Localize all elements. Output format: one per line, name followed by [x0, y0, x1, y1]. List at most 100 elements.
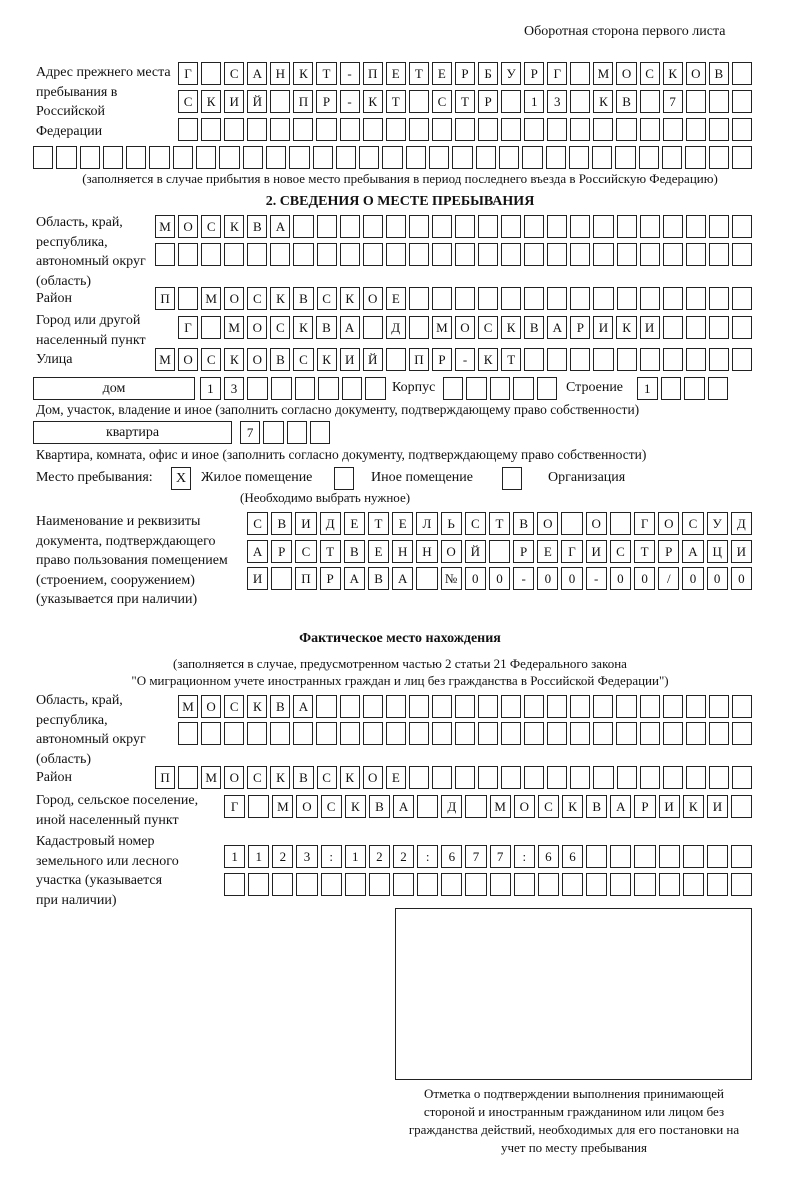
char-cell[interactable]	[662, 766, 683, 789]
char-cell[interactable]	[201, 243, 222, 266]
char-cell[interactable]: Е	[343, 512, 365, 535]
char-cell[interactable]: Р	[478, 90, 499, 113]
char-cell[interactable]	[247, 722, 268, 745]
char-cell[interactable]	[417, 873, 439, 896]
char-cell[interactable]	[272, 873, 294, 896]
char-cell[interactable]	[431, 215, 453, 238]
char-cell[interactable]	[385, 243, 406, 266]
char-cell[interactable]	[385, 695, 406, 718]
char-cell[interactable]	[731, 287, 753, 310]
char-cell[interactable]: Т	[385, 90, 406, 113]
char-cell[interactable]: М	[489, 795, 511, 818]
char-cell[interactable]: Р	[524, 62, 545, 85]
char-cell[interactable]: М	[155, 348, 176, 371]
char-cell[interactable]: Е	[537, 540, 559, 563]
char-cell[interactable]	[339, 695, 360, 718]
char-cell[interactable]	[242, 146, 263, 169]
char-cell[interactable]: Т	[634, 540, 656, 563]
char-cell[interactable]	[513, 873, 535, 896]
char-cell[interactable]: Р	[513, 540, 535, 563]
char-cell[interactable]	[248, 795, 270, 818]
char-cell[interactable]	[265, 146, 287, 169]
char-cell[interactable]: Т	[316, 62, 337, 85]
char-cell[interactable]: С	[201, 348, 222, 371]
char-cell[interactable]	[178, 722, 199, 745]
char-cell[interactable]	[362, 316, 383, 339]
char-cell[interactable]: О	[362, 766, 383, 789]
char-cell[interactable]	[339, 243, 360, 266]
char-cell[interactable]	[455, 766, 476, 789]
char-cell[interactable]	[431, 722, 452, 745]
char-cell[interactable]	[731, 215, 753, 238]
char-cell[interactable]: 3	[296, 845, 318, 868]
char-cell[interactable]	[248, 873, 270, 896]
char-cell[interactable]: -	[455, 348, 476, 371]
char-cell[interactable]: П	[408, 348, 429, 371]
char-cell[interactable]	[293, 722, 314, 745]
char-cell[interactable]	[316, 243, 337, 266]
char-cell[interactable]	[570, 348, 591, 371]
char-cell[interactable]: В	[586, 795, 608, 818]
char-cell[interactable]	[707, 377, 728, 400]
char-cell[interactable]	[488, 540, 511, 563]
char-cell[interactable]	[309, 421, 330, 444]
char-cell[interactable]	[385, 348, 406, 371]
char-cell[interactable]: Т	[319, 540, 341, 563]
char-cell[interactable]	[731, 62, 752, 85]
char-cell[interactable]	[570, 118, 591, 141]
char-cell[interactable]: Г	[178, 316, 199, 339]
char-cell[interactable]	[498, 146, 520, 169]
char-cell[interactable]: С	[320, 795, 342, 818]
char-cell[interactable]: В	[708, 62, 729, 85]
char-cell[interactable]	[593, 118, 614, 141]
char-cell[interactable]	[294, 377, 316, 400]
char-cell[interactable]: С	[537, 795, 559, 818]
checkbox-organization[interactable]	[502, 467, 522, 490]
char-cell[interactable]	[708, 215, 729, 238]
char-cell[interactable]	[405, 146, 427, 169]
char-cell[interactable]	[593, 695, 614, 718]
char-cell[interactable]: И	[339, 348, 360, 371]
char-cell[interactable]	[431, 287, 453, 310]
char-cell[interactable]: Е	[385, 287, 406, 310]
char-cell[interactable]	[293, 243, 314, 266]
char-cell[interactable]	[270, 377, 292, 400]
char-cell[interactable]	[429, 146, 450, 169]
char-cell[interactable]: О	[513, 795, 535, 818]
char-cell[interactable]	[682, 845, 704, 868]
char-cell[interactable]: К	[501, 316, 522, 339]
char-cell[interactable]	[731, 695, 752, 718]
char-cell[interactable]	[431, 695, 452, 718]
char-cell[interactable]: С	[464, 512, 486, 535]
char-cell[interactable]: И	[639, 316, 660, 339]
char-cell[interactable]	[501, 215, 522, 238]
char-cell[interactable]	[339, 118, 360, 141]
char-cell[interactable]: К	[270, 287, 291, 310]
char-cell[interactable]: К	[224, 215, 245, 238]
char-cell[interactable]	[263, 421, 284, 444]
char-cell[interactable]	[293, 118, 314, 141]
char-cell[interactable]	[731, 348, 753, 371]
char-cell[interactable]	[639, 287, 660, 310]
char-cell[interactable]: Т	[408, 62, 429, 85]
char-cell[interactable]: А	[682, 540, 704, 563]
char-cell[interactable]	[362, 118, 383, 141]
char-cell[interactable]	[547, 287, 568, 310]
char-cell[interactable]: 0	[609, 567, 631, 590]
char-cell[interactable]: П	[155, 766, 176, 789]
char-cell[interactable]	[708, 243, 729, 266]
char-cell[interactable]	[201, 316, 222, 339]
char-cell[interactable]	[417, 795, 439, 818]
char-cell[interactable]: 0	[561, 567, 583, 590]
char-cell[interactable]	[341, 377, 363, 400]
char-cell[interactable]	[501, 287, 522, 310]
char-cell[interactable]	[662, 348, 683, 371]
char-cell[interactable]	[201, 722, 222, 745]
char-cell[interactable]: 6	[441, 845, 463, 868]
char-cell[interactable]	[685, 348, 706, 371]
char-cell[interactable]: И	[730, 540, 752, 563]
char-cell[interactable]	[731, 243, 753, 266]
char-cell[interactable]: 1	[224, 845, 246, 868]
char-cell[interactable]: И	[247, 567, 269, 590]
char-cell[interactable]: В	[270, 695, 291, 718]
